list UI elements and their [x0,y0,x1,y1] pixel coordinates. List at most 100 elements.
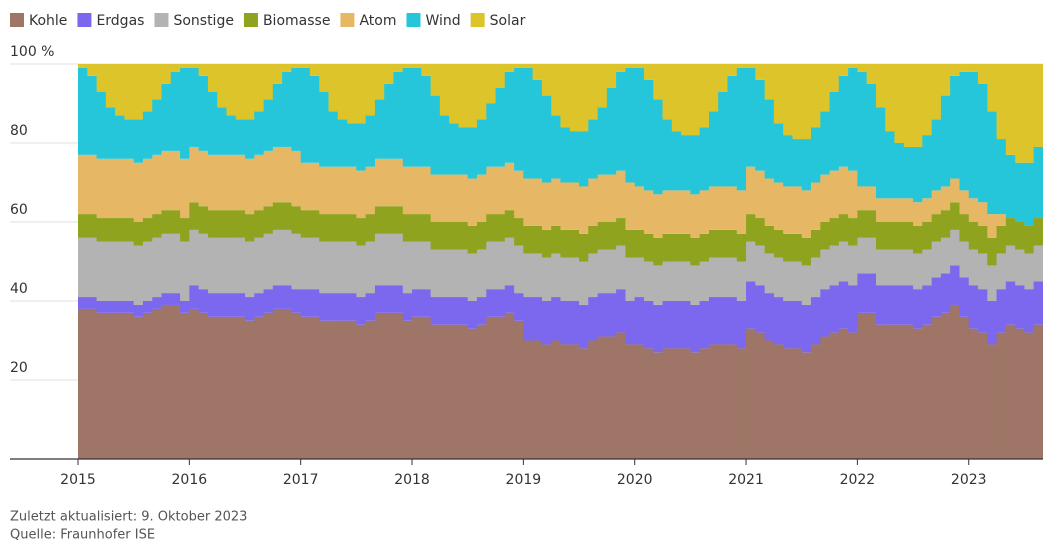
area-segment [950,178,960,203]
area-segment [699,64,710,128]
area-segment [579,348,589,459]
area-segment [124,218,135,242]
area-segment [495,241,506,290]
x-tick-label: 2019 [506,472,542,488]
area-segment [374,99,385,159]
area-segment [643,348,654,459]
area-segment [254,210,265,238]
area-segment [170,71,181,151]
area-segment [170,293,181,305]
area-segment [476,222,487,250]
area-segment [421,64,432,76]
area-segment [634,229,645,258]
area-segment [142,111,153,159]
area-segment [857,237,868,274]
area-segment [245,158,255,215]
area-segment [115,115,125,159]
legend-swatch [154,13,169,27]
area-segment [894,64,905,143]
area-segment [931,316,942,459]
area-segment [356,297,366,325]
area-segment [439,297,450,325]
area-segment [282,308,292,459]
area-segment [959,64,970,72]
area-segment [699,301,710,349]
area-segment [337,166,348,215]
area-segment [504,71,515,163]
area-segment [198,312,209,459]
area-segment [690,135,701,195]
area-segment [347,123,357,167]
area-segment [950,64,960,76]
area-segment [458,297,469,325]
area-segment [996,225,1007,254]
area-segment [384,285,394,313]
area-segment [588,225,599,254]
area-segment [681,190,691,234]
area-segment [532,79,543,179]
area-segment [838,281,849,329]
area-segment [764,178,775,226]
area-segment [662,261,673,301]
area-segment [87,75,97,155]
area-segment [848,67,858,171]
area-segment [439,222,450,250]
area-segment [282,71,292,147]
area-segment [653,194,663,238]
area-segment [78,64,88,68]
area-segment [365,64,376,116]
area-segment [913,289,923,329]
area-segment [913,64,923,147]
area-segment [1033,218,1043,246]
area-segment [152,308,162,459]
area-segment [653,265,663,305]
area-segment [643,190,654,234]
area-segment [495,87,506,167]
area-segment [606,87,617,175]
area-segment [838,214,849,242]
area-segment [875,324,886,459]
area-segment [1024,162,1035,226]
area-segment [430,64,441,96]
area-segment [207,210,218,238]
area-segment [718,91,728,187]
legend-swatch [243,13,258,27]
area-segment [374,206,385,234]
area-segment [105,218,116,242]
area-segment [579,131,589,187]
area-segment [662,233,673,262]
x-tick-label: 2018 [394,472,430,488]
area-segment [523,297,534,341]
area-segment [643,233,654,262]
area-segment [161,210,172,234]
area-segment [1005,154,1016,219]
area-segment [189,229,199,286]
area-segment [885,131,895,199]
area-segment [875,198,886,222]
area-segment [875,64,886,108]
area-segment [254,64,265,112]
area-segment [968,249,979,286]
area-segment [532,64,543,80]
area-segment [820,249,830,290]
area-segment [699,127,710,191]
area-segment [829,91,840,171]
area-segment [430,249,441,298]
area-segment [96,241,107,301]
area-segment [755,64,766,80]
area-segment [597,107,608,175]
area-segment [198,289,209,313]
area-segment [374,64,385,100]
area-segment [1033,64,1043,147]
area-segment [263,206,274,234]
area-segment [226,154,237,211]
area-segment [217,210,227,238]
area-segment [968,222,979,250]
area-segment [736,64,747,68]
area-segment [217,316,227,459]
area-segment [885,249,895,286]
area-segment [810,229,821,258]
area-segment [170,233,181,294]
x-tick-label: 2021 [728,472,764,488]
area-segment [606,249,617,294]
